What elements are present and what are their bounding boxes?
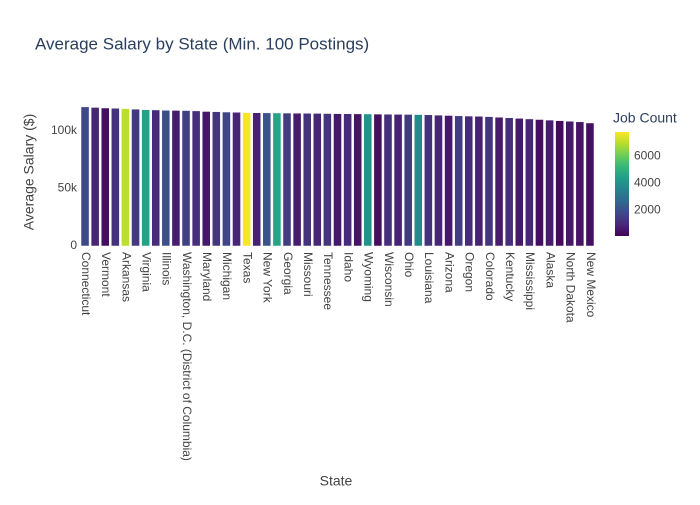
bar [585,122,595,247]
x-tick-label: Oregon [463,252,477,292]
bar [545,119,554,247]
bar [434,114,443,247]
bar [323,113,332,247]
bar [191,110,201,247]
x-tick-label: Missouri [301,252,315,297]
bar [141,109,150,247]
bar [504,117,514,247]
x-tick-label: Tennessee [321,252,335,310]
colorbar-tick-label: 6000 [634,148,661,162]
x-tick-label: Idaho [341,252,355,282]
x-tick-label: Colorado [483,252,497,301]
bar [565,120,575,247]
x-tick-label: Virginia [139,252,153,292]
x-tick-label: Kentucky [503,252,517,301]
bar [464,115,474,247]
bar [201,111,211,247]
x-tick-label: Vermont [99,252,113,297]
x-tick-label: Illinois [160,252,174,285]
bar [444,115,453,247]
bar [100,107,110,247]
x-tick-label: Wisconsin [382,252,396,307]
x-tick-label: New Mexico [584,252,598,318]
bar [514,118,524,247]
colorbar-title: Job Count [613,110,677,126]
x-tick-label: Maryland [200,252,214,301]
x-tick-label: Georgia [281,252,295,295]
x-tick-label: Ohio [402,252,416,278]
bar [80,106,90,247]
x-axis-title: State [320,473,353,489]
bar [302,113,312,247]
bar [454,115,463,247]
bar [363,113,373,247]
x-tick-label: Mississippi [523,252,537,310]
x-tick-label: Arizona [442,252,456,293]
y-tick-label: 0 [70,238,77,252]
colorbar-tick-label: 4000 [634,175,661,189]
bar [222,111,231,247]
bar [343,113,352,247]
bar [393,114,403,247]
bar [121,108,130,247]
bar [333,113,342,247]
bar [383,113,393,247]
colorbar-tick-label: 2000 [634,202,661,216]
x-tick-label: Alaska [543,252,557,288]
bar [282,112,292,247]
bar [262,112,272,247]
bar [494,116,504,247]
bar [313,113,322,247]
bar [212,111,221,247]
bar [474,116,484,247]
bar [90,107,100,247]
x-tick-label: Texas [240,252,254,283]
x-tick-label: Wyoming [362,252,376,302]
y-tick-label: 100k [51,123,78,137]
bar [555,120,564,247]
bar [171,110,181,247]
x-tick-label: New York [261,252,275,304]
chart-title: Average Salary by State (Min. 100 Postin… [35,34,369,53]
bar [292,112,302,247]
bar [413,114,423,247]
x-tick-label: Washington, D.C. (District of Columbia) [180,252,194,461]
bar [181,110,191,247]
bar [151,109,161,247]
bar [111,107,120,247]
y-tick-label: 50k [58,181,78,195]
bar [575,121,585,247]
bar [373,113,383,247]
bar [403,114,413,247]
bar [484,116,494,247]
bar [242,112,251,247]
x-tick-label: Louisiana [422,252,436,304]
bar [272,112,282,247]
bar [353,113,362,247]
bar [525,118,534,247]
bar [232,112,241,247]
colorbar [615,132,629,236]
bar [535,119,544,247]
bar [252,112,262,247]
x-tick-label: Connecticut [79,252,93,316]
y-axis-title: Average Salary ($) [21,114,37,230]
bar [161,110,171,247]
x-tick-label: Arkansas [119,252,133,302]
bar [131,108,140,247]
x-tick-label: North Dakota [564,252,578,323]
bar [424,114,433,247]
x-tick-label: Michigan [220,252,234,300]
